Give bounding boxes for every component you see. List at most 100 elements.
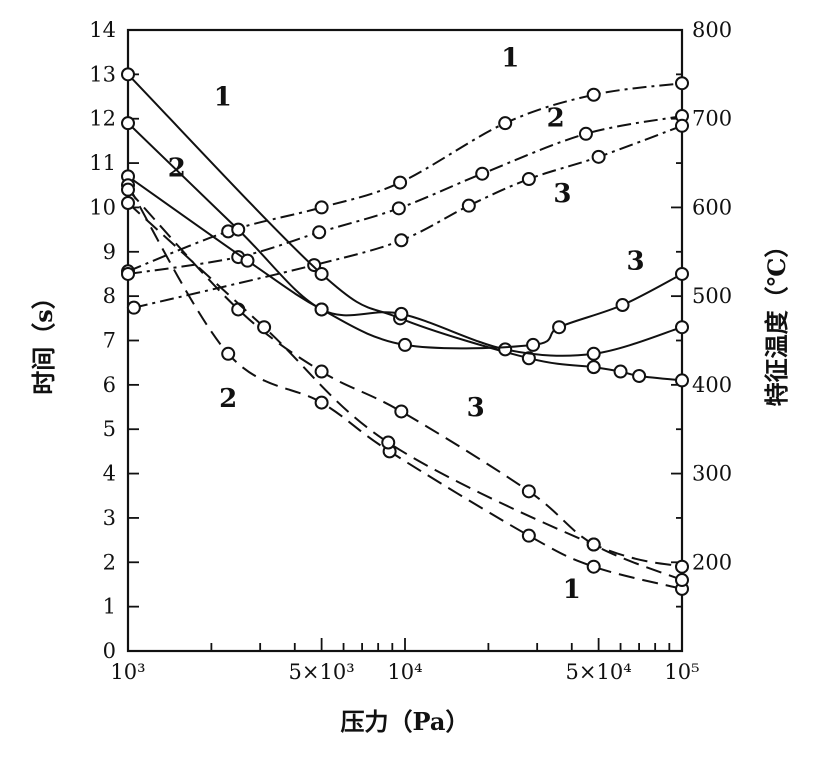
series-label: 1 — [501, 43, 519, 73]
right-y-tick-label: 600 — [692, 195, 732, 219]
data-point-marker — [257, 320, 272, 335]
series-label: 2 — [219, 384, 237, 414]
x-tick-label: 10⁴ — [387, 660, 422, 684]
left-y-tick-label: 2 — [103, 550, 116, 574]
left-y-tick-label: 10 — [89, 195, 116, 219]
data-point-marker — [231, 222, 246, 237]
data-point-marker — [675, 559, 689, 574]
data-point-marker — [312, 225, 327, 240]
data-point-marker — [398, 337, 412, 352]
data-point-marker — [521, 484, 536, 499]
data-point-marker — [675, 266, 689, 281]
series-line — [127, 184, 683, 590]
left-y-tick-label: 11 — [89, 151, 116, 175]
data-point-marker — [307, 258, 322, 273]
data-point-marker — [521, 351, 536, 366]
data-point-marker — [393, 175, 408, 190]
data-point-marker — [591, 149, 606, 164]
data-point-marker — [498, 342, 513, 357]
data-point-marker — [586, 87, 601, 102]
data-point-marker — [586, 360, 601, 375]
series-label: 2 — [168, 153, 186, 183]
data-point-marker — [394, 404, 409, 419]
left-y-tick-label: 14 — [89, 18, 116, 42]
data-point-marker — [121, 266, 135, 281]
left-y-tick-label: 0 — [103, 639, 116, 663]
data-point-marker — [314, 364, 329, 379]
series-label: 1 — [563, 575, 581, 605]
left-y-tick-label: 3 — [103, 506, 116, 530]
left-y-tick-label: 4 — [103, 462, 116, 486]
right-y-tick-label: 200 — [692, 550, 732, 574]
left-y-axis-title: 时间（s） — [29, 285, 58, 395]
data-point-marker — [526, 337, 541, 352]
series-dashdot-2: 2 — [121, 104, 689, 281]
series-label: 3 — [627, 247, 645, 277]
series-label: 2 — [547, 104, 565, 134]
data-point-marker — [675, 118, 689, 133]
x-axis-title: 压力（Pa） — [341, 707, 470, 736]
right-y-tick-label: 800 — [692, 18, 732, 42]
data-point-marker — [675, 373, 689, 388]
data-point-marker — [586, 559, 601, 574]
left-y-tick-label: 1 — [103, 595, 116, 619]
data-point-marker — [613, 364, 628, 379]
series-solid-3: 3 — [121, 169, 689, 352]
left-y-tick-label: 5 — [103, 417, 116, 441]
data-point-marker — [521, 172, 536, 187]
data-point-marker — [615, 298, 630, 313]
x-tick-label: 10⁵ — [664, 660, 699, 684]
data-point-marker — [126, 300, 141, 315]
series-label: 3 — [553, 179, 571, 209]
x-tick-label: 5×10⁴ — [566, 660, 632, 684]
data-point-marker — [121, 195, 135, 210]
data-point-marker — [314, 200, 329, 215]
data-point-marker — [632, 368, 647, 383]
series-line — [127, 115, 683, 275]
series-line — [127, 202, 683, 568]
data-point-marker — [578, 126, 593, 141]
data-point-marker — [221, 346, 236, 361]
series-label: 3 — [467, 393, 485, 423]
left-y-tick-label: 7 — [103, 329, 116, 353]
right-y-tick-label: 300 — [692, 462, 732, 486]
data-point-marker — [121, 67, 135, 82]
data-point-marker — [121, 182, 135, 197]
left-y-tick-label: 9 — [103, 240, 116, 264]
data-point-marker — [586, 537, 601, 552]
data-point-marker — [675, 320, 689, 335]
series-solid-2: 2 — [121, 116, 689, 361]
series-line — [127, 73, 683, 382]
data-point-marker — [586, 346, 601, 361]
data-point-marker — [498, 116, 513, 131]
series-dashed-3: 3 — [121, 195, 689, 574]
series-dashdot-3: 3 — [126, 118, 689, 315]
series-line — [127, 189, 683, 581]
data-point-marker — [475, 166, 490, 181]
right-y-tick-label: 400 — [692, 373, 732, 397]
data-point-marker — [381, 435, 396, 450]
x-axis-ticks: 10³ 5×10³ 10⁴ 5×10⁴ 10⁵ — [110, 638, 700, 684]
data-point-marker — [231, 302, 246, 317]
data-point-marker — [121, 116, 135, 131]
data-point-marker — [314, 302, 329, 317]
data-point-marker — [675, 573, 689, 588]
data-point-marker — [391, 201, 406, 216]
data-point-marker — [240, 253, 255, 268]
right-y-tick-label: 500 — [692, 284, 732, 308]
data-point-marker — [394, 306, 409, 321]
right-y-axis-ticks: 200 300 400 500 600 700 800 — [671, 18, 732, 608]
left-y-tick-label: 6 — [103, 373, 116, 397]
data-point-marker — [314, 266, 329, 281]
x-tick-label: 5×10³ — [289, 660, 355, 684]
data-point-marker — [675, 76, 689, 91]
right-y-tick-label: 700 — [692, 107, 732, 131]
data-point-marker — [314, 395, 329, 410]
right-y-axis-title: 特征温度（℃） — [762, 234, 791, 407]
left-y-tick-label: 12 — [89, 107, 116, 131]
data-point-marker — [461, 198, 476, 213]
left-y-tick-label: 8 — [103, 284, 116, 308]
series-layer: 1 2 3 1 2 3 1 2 3 — [121, 43, 689, 605]
